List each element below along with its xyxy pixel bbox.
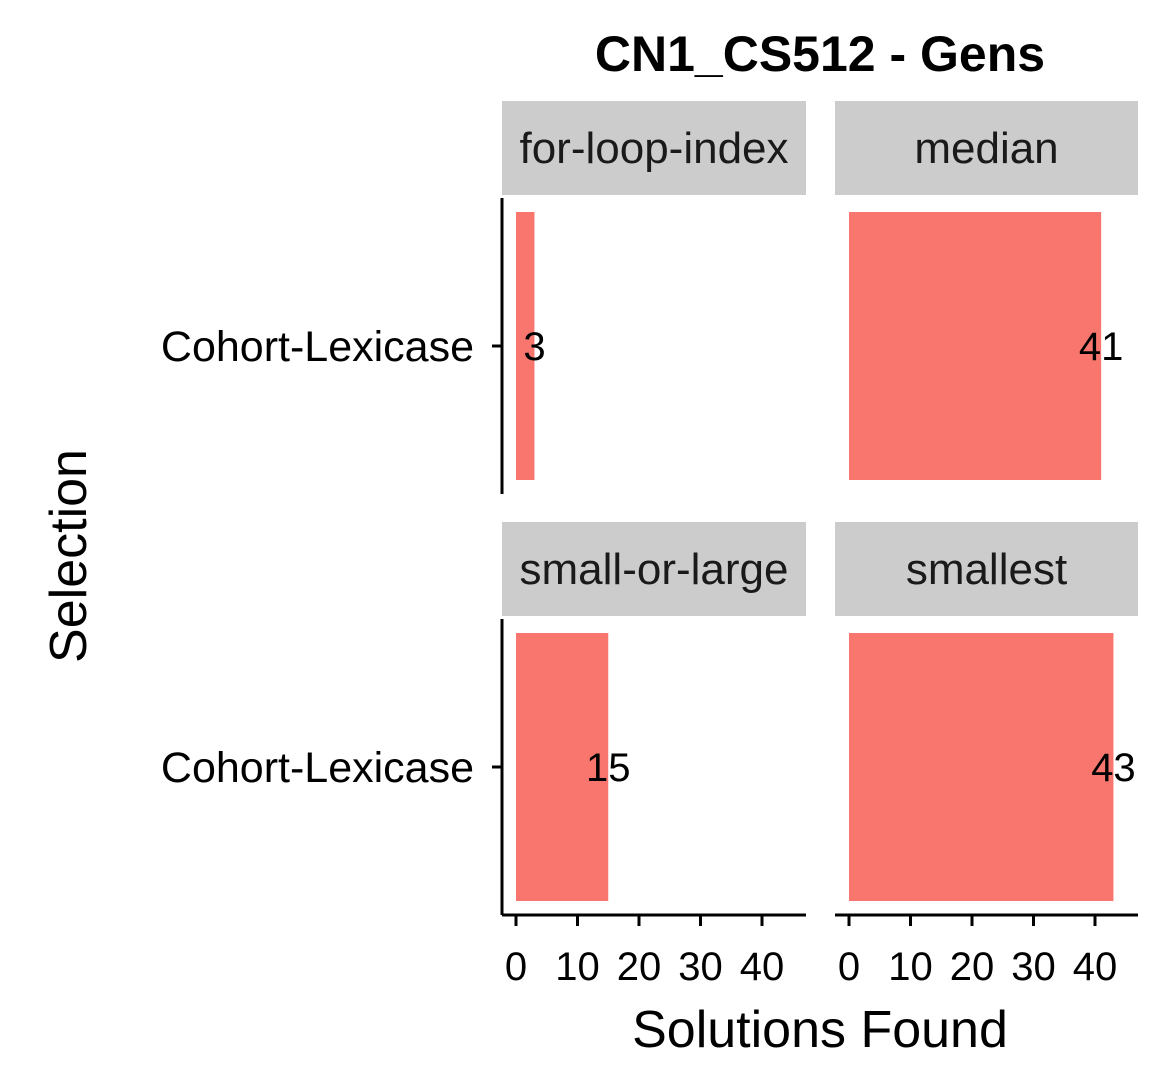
- data-label: 41: [1079, 325, 1124, 369]
- x-axis-label: Solutions Found: [632, 1001, 1008, 1059]
- facet-strip-for-loop-index: [502, 101, 806, 195]
- x-tick-label: 20: [617, 945, 662, 989]
- facet-strip-label: median: [914, 124, 1058, 173]
- facet-strip-smallest: [835, 522, 1138, 616]
- x-tick-label: 30: [678, 945, 723, 989]
- x-tick-label: 10: [555, 945, 600, 989]
- x-tick-label: 40: [740, 945, 785, 989]
- bar-small-or-large: [516, 633, 609, 901]
- facet-panels: for-loop-index 3 Cohort-Lexicase median 41 sm…: [161, 101, 1138, 989]
- data-label: 15: [586, 746, 631, 790]
- facet-strip-median: [835, 101, 1138, 195]
- y-tick-label: Cohort-Lexicase: [161, 744, 474, 792]
- facet-strip-label: for-loop-index: [519, 124, 788, 173]
- chart-title: CN1_CS512 - Gens: [595, 26, 1045, 82]
- x-tick-label: 20: [950, 945, 995, 989]
- x-tick-label: 40: [1073, 945, 1118, 989]
- y-axis-label: Selection: [40, 449, 98, 663]
- x-tick-label: 0: [838, 945, 860, 989]
- bar-median: [849, 212, 1102, 480]
- bar-for-loop-index: [516, 212, 535, 480]
- data-label: 43: [1091, 746, 1136, 790]
- bar-smallest: [849, 633, 1114, 901]
- facet-strip-small-or-large: [502, 522, 806, 616]
- x-tick-label: 0: [505, 945, 527, 989]
- x-tick-label: 30: [1011, 945, 1056, 989]
- y-tick-label: Cohort-Lexicase: [161, 323, 474, 371]
- facet-strip-label: small-or-large: [520, 545, 789, 594]
- data-label: 3: [523, 325, 545, 369]
- facet-strip-label: smallest: [906, 545, 1067, 594]
- x-tick-label: 10: [888, 945, 933, 989]
